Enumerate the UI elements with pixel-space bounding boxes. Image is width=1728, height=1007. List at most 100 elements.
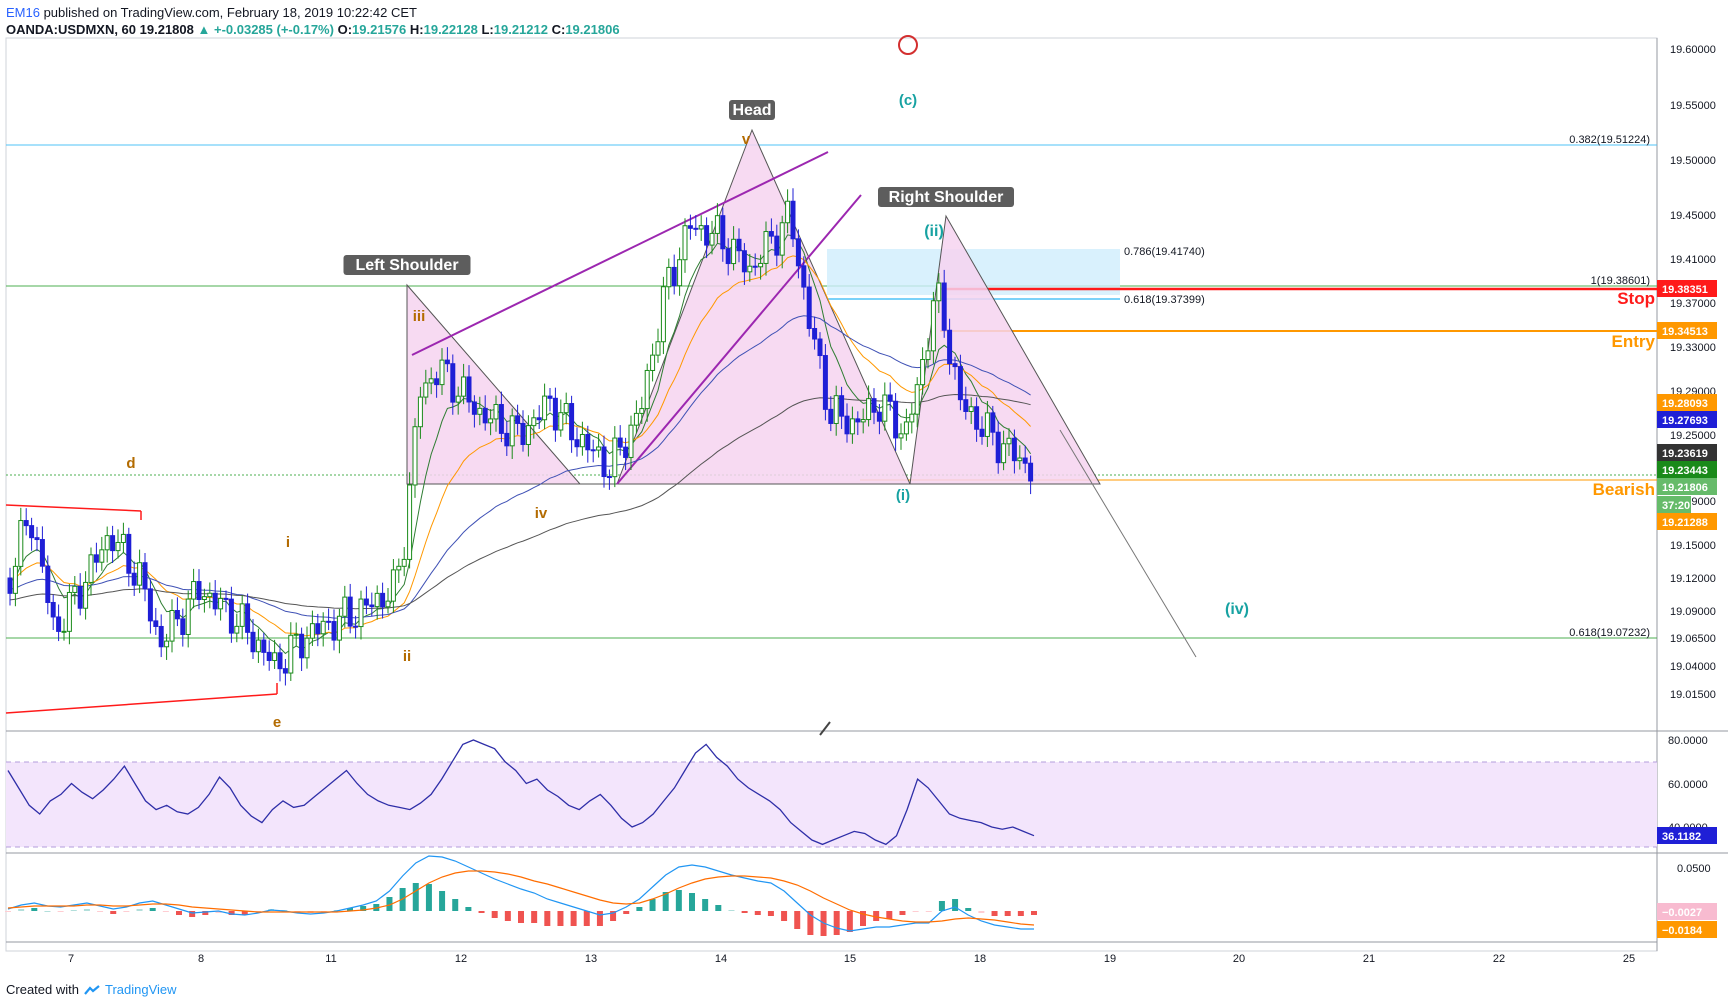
price-tag-box — [1657, 496, 1691, 513]
rsi-series — [7, 739, 1035, 846]
candle-body — [536, 417, 542, 421]
macd-tag-box — [1657, 903, 1717, 920]
fib-label: 1(19.38601) — [1591, 275, 1650, 287]
candle-body — [1017, 457, 1023, 462]
candle-body — [893, 400, 899, 439]
macd-histogram-bar — [991, 911, 998, 916]
macd-histogram-bar — [860, 911, 866, 926]
price-tag-box — [1657, 322, 1717, 339]
rsi-tag-text: 36.1182 — [1662, 831, 1701, 843]
rsi-tick-label: 60.0000 — [1668, 779, 1708, 791]
wave-label: iii — [413, 308, 426, 325]
price-tag-text: 19.38351 — [1662, 284, 1708, 296]
symbol-ohlc-line: OANDA:USDMXN, 60 19.21808 ▲ +-0.03285 (+… — [6, 22, 620, 37]
candle-body — [434, 378, 440, 386]
fib-label: 0.618(19.07232) — [1569, 627, 1650, 639]
macd-histogram-bar — [465, 907, 472, 911]
candle-body — [731, 238, 737, 265]
candle-body — [812, 327, 818, 340]
fib-label: 0.786(19.41740) — [1124, 246, 1205, 258]
price-change: ▲ +-0.03285 (+-0.17%) — [197, 22, 334, 37]
ema-mid-line — [9, 255, 1031, 637]
left-shoulder-label-badge — [343, 255, 471, 275]
candle-body — [164, 640, 170, 648]
macd-histogram-bar — [557, 911, 564, 926]
symbol-name[interactable]: OANDA:USDMXN, 60 — [6, 22, 137, 37]
wave-label: iv — [535, 505, 548, 522]
candle-body — [542, 395, 548, 421]
candle-body — [23, 520, 29, 527]
candle-body — [455, 395, 461, 403]
candle-body — [758, 262, 764, 268]
time-tick-label: 13 — [585, 953, 597, 965]
tradingview-brand[interactable]: TradingView — [104, 982, 177, 997]
price-tag-text: 37:20 — [1662, 500, 1690, 512]
candle-body — [1001, 443, 1007, 464]
candle-body — [569, 403, 575, 441]
macd-signal-line — [7, 870, 1035, 926]
macd-histogram-bar — [110, 911, 117, 914]
candle-body — [596, 446, 602, 451]
macd-histogram-bar — [149, 908, 156, 911]
low-label: L: — [481, 22, 494, 37]
ema-long-line — [9, 393, 1031, 610]
price-tag-text: 19.34513 — [1662, 326, 1708, 338]
macd-histogram-bar — [978, 911, 985, 913]
macd-histogram-bar — [215, 911, 222, 913]
candle-body — [866, 398, 872, 421]
macd-histogram-bar — [241, 911, 248, 915]
candle-body — [255, 639, 261, 653]
candle-body — [104, 535, 110, 551]
wave-label: (ii) — [924, 223, 944, 240]
price-tag-text: 19.23619 — [1662, 448, 1708, 460]
candle-body — [461, 376, 467, 397]
candle-body — [709, 232, 715, 246]
candle-body — [909, 413, 915, 423]
head-label: Head — [732, 102, 771, 119]
triangle-upper-line — [5, 504, 142, 512]
publisher-link[interactable]: EM16 — [6, 5, 40, 20]
candle-body — [336, 615, 342, 641]
candle-body — [234, 625, 240, 634]
candle-body — [396, 565, 402, 571]
macd-histogram-bar — [83, 909, 90, 911]
candle-body — [83, 581, 89, 609]
projection-line — [1059, 429, 1197, 658]
macd-tick-label: 0.0500 — [1677, 863, 1711, 875]
wave-label: (i) — [896, 487, 910, 504]
price-tag-text: 19.23443 — [1662, 465, 1708, 477]
price-tag-box — [1657, 444, 1717, 461]
macd-histogram-bar — [596, 911, 603, 926]
macd-histogram-bar — [1031, 911, 1037, 915]
candle-body — [77, 585, 83, 609]
candle-body — [585, 433, 591, 451]
time-tick-label: 18 — [974, 953, 986, 965]
price-tick-label: 19.45000 — [1670, 210, 1716, 222]
candle-body — [137, 562, 143, 586]
candle-body — [785, 200, 791, 224]
price-tick-label: 19.41000 — [1670, 254, 1716, 266]
candle-body — [520, 422, 526, 445]
fib-label: 0.382(19.51224) — [1569, 134, 1650, 146]
price-tick-label: 19.33000 — [1670, 342, 1716, 354]
candle-body — [45, 565, 51, 603]
candle-body — [18, 520, 24, 567]
candle-body — [903, 421, 909, 435]
candle-body — [882, 394, 888, 422]
candle-body — [450, 363, 456, 403]
price-tag-text: 19.21806 — [1662, 482, 1708, 494]
candle-body — [795, 238, 801, 267]
macd-histogram-bar — [31, 908, 38, 911]
candle-body — [1006, 437, 1012, 445]
candle-body — [957, 366, 963, 401]
low-value: 19.21212 — [493, 22, 548, 37]
macd-histogram-bar — [886, 911, 893, 919]
wave-label: e — [273, 714, 281, 731]
right-shoulder-label: Right Shoulder — [889, 189, 1004, 206]
macd-histogram-bar — [833, 911, 840, 935]
candle-body — [936, 282, 942, 302]
macd-histogram-bar — [202, 911, 209, 915]
candle-body — [482, 407, 488, 424]
bearish-label: Bearish — [1593, 480, 1655, 499]
